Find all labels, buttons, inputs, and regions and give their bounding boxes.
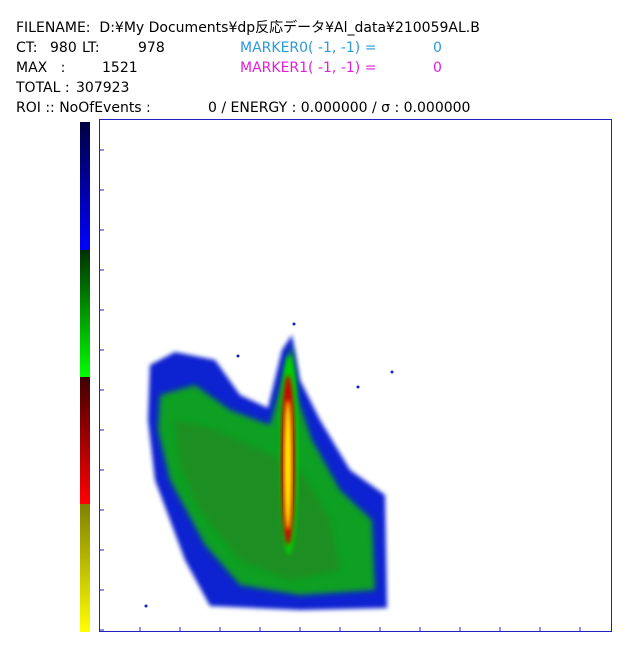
max-value: 1521 xyxy=(102,60,138,76)
roi-label: ROI :: NoOfEvents : xyxy=(16,100,151,116)
plot-frame xyxy=(99,119,612,632)
max-label: MAX : xyxy=(16,60,66,76)
lt-value: 978 xyxy=(138,40,165,56)
marker1-value: 0 xyxy=(433,60,442,76)
axis-ticks xyxy=(100,149,581,631)
ct-value: 980 xyxy=(50,40,77,56)
marker0-label: MARKER0( -1, -1) = xyxy=(240,40,377,56)
total-label: TOTAL : xyxy=(16,80,70,96)
heatmap xyxy=(144,322,394,610)
roi-values: 0 / ENERGY : 0.000000 / σ : 0.000000 xyxy=(208,100,471,116)
marker0-value: 0 xyxy=(433,40,442,56)
lt-label: LT: xyxy=(82,40,100,56)
marker1-label: MARKER1( -1, -1) = xyxy=(240,60,377,76)
filename: FILENAME: D:¥My Documents¥dp反応データ¥Al_dat… xyxy=(16,20,480,36)
total-value: 307923 xyxy=(76,80,130,96)
color-scale xyxy=(80,122,90,632)
ct-label: CT: xyxy=(16,40,38,56)
